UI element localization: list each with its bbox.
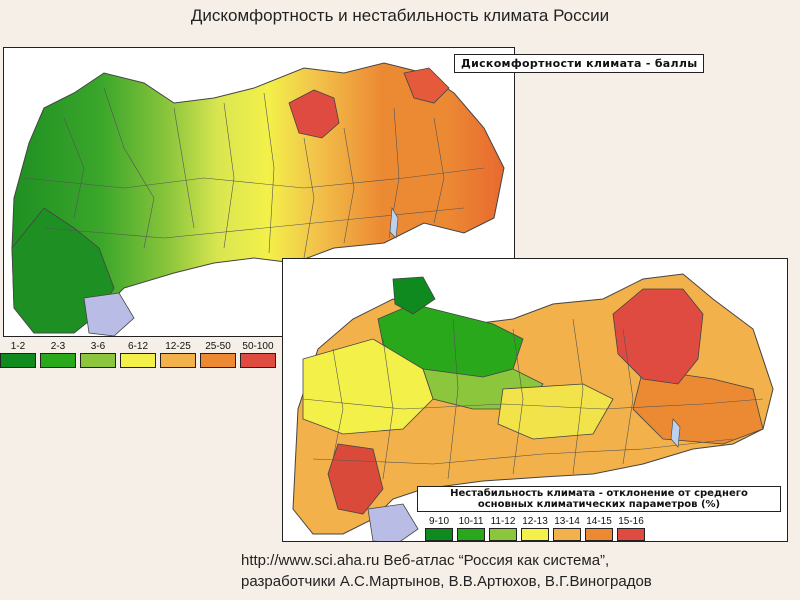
instability-map-graphic xyxy=(292,273,774,541)
legend-swatch xyxy=(240,353,276,368)
legend-item: 50-100 xyxy=(240,341,276,368)
legend-label: 1-2 xyxy=(10,341,26,352)
kazakhstan-area-1 xyxy=(83,292,135,336)
kazakhstan-area-2 xyxy=(367,503,419,541)
legend-label: 10-11 xyxy=(458,516,484,527)
discomfort-map-graphic xyxy=(11,62,505,336)
legend-item: 3-6 xyxy=(80,341,116,368)
legend-label: 3-6 xyxy=(90,341,106,352)
legend-label: 12-13 xyxy=(522,516,548,527)
lake-baikal-1 xyxy=(389,207,399,239)
legend-swatch xyxy=(617,528,645,541)
source-url-line: http://www.sci.aha.ru Веб-атлас “Россия … xyxy=(241,552,610,569)
legend-label: 13-14 xyxy=(554,516,580,527)
instability-legend: 9-10 10-11 11-12 12-13 13-14 14-15 15-16 xyxy=(425,516,645,541)
discomfort-map-caption: Дискомфортности климата - баллы xyxy=(454,54,705,73)
legend-item: 9-10 xyxy=(425,516,453,541)
legend-label: 50-100 xyxy=(242,341,274,352)
legend-item: 12-13 xyxy=(521,516,549,541)
region-borders-2 xyxy=(302,318,764,480)
legend-swatch xyxy=(585,528,613,541)
legend-swatch xyxy=(489,528,517,541)
legend-label: 11-12 xyxy=(490,516,516,527)
legend-swatch xyxy=(80,353,116,368)
legend-label: 12-25 xyxy=(165,341,191,352)
legend-swatch xyxy=(553,528,581,541)
legend-item: 15-16 xyxy=(617,516,645,541)
legend-item: 11-12 xyxy=(489,516,517,541)
legend-swatch xyxy=(425,528,453,541)
source-authors-line: разработчики А.С.Мартынов, В.В.Артюхов, … xyxy=(241,573,652,590)
russia-landmass-1 xyxy=(11,62,505,334)
legend-swatch xyxy=(0,353,36,368)
slide-title: Дискомфортность и нестабильность климата… xyxy=(190,6,610,25)
region-borders-1 xyxy=(23,87,485,259)
northeast-red-region-1 xyxy=(288,89,340,139)
orange-east-region-2 xyxy=(632,368,764,445)
instability-caption-line1: Нестабильность климата - отклонение от с… xyxy=(450,488,748,499)
instability-map-caption: Нестабильность климата - отклонение от с… xyxy=(417,486,781,512)
legend-label: 15-16 xyxy=(618,516,644,527)
legend-swatch xyxy=(200,353,236,368)
instability-caption-line2: основных климатических параметров (%) xyxy=(477,499,721,510)
legend-swatch xyxy=(521,528,549,541)
legend-label: 9-10 xyxy=(428,516,449,527)
kola-dark-green-2 xyxy=(392,276,436,315)
legend-label: 25-50 xyxy=(205,341,231,352)
discomfort-map xyxy=(3,47,515,337)
yellow-central-region-2 xyxy=(497,383,614,440)
legend-label: 14-15 xyxy=(586,516,612,527)
legend-swatch xyxy=(457,528,485,541)
lake-baikal-2 xyxy=(670,418,681,448)
chukotka-red-region-1 xyxy=(403,67,450,104)
legend-item: 13-14 xyxy=(553,516,581,541)
discomfort-legend: 1-2 2-3 3-6 6-12 12-25 25-50 50-100 xyxy=(0,341,276,368)
legend-label: 2-3 xyxy=(50,341,66,352)
legend-item: 1-2 xyxy=(0,341,36,368)
legend-item: 14-15 xyxy=(585,516,613,541)
legend-item: 2-3 xyxy=(40,341,76,368)
northeast-red-region-2 xyxy=(612,288,704,385)
legend-item: 12-25 xyxy=(160,341,196,368)
legend-swatch xyxy=(160,353,196,368)
legend-item: 10-11 xyxy=(457,516,485,541)
legend-swatch xyxy=(40,353,76,368)
legend-item: 25-50 xyxy=(200,341,236,368)
legend-label: 6-12 xyxy=(127,341,148,352)
legend-swatch xyxy=(120,353,156,368)
source-credits: http://www.sci.aha.ru Веб-атлас “Россия … xyxy=(241,550,652,592)
legend-item: 6-12 xyxy=(120,341,156,368)
